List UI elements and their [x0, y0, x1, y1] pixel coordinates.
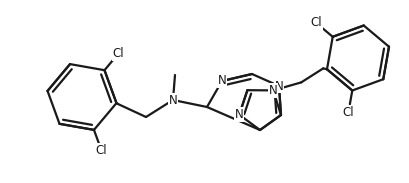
Text: Cl: Cl [95, 144, 107, 157]
Text: N: N [168, 94, 177, 107]
Text: Cl: Cl [112, 47, 124, 60]
Text: N: N [234, 108, 243, 121]
Text: N: N [274, 79, 283, 92]
Text: Cl: Cl [309, 16, 321, 29]
Text: Cl: Cl [342, 106, 353, 119]
Text: N: N [268, 84, 277, 97]
Text: N: N [217, 74, 226, 87]
